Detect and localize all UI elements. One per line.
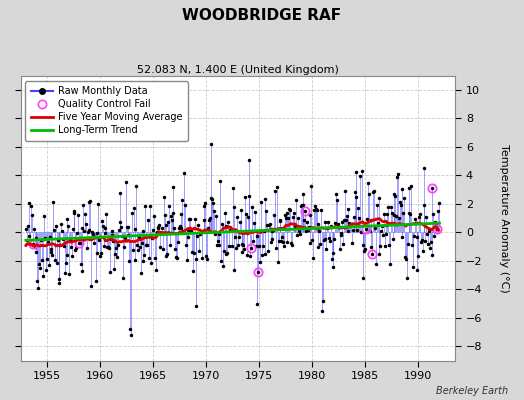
Text: WOODBRIDGE RAF: WOODBRIDGE RAF	[182, 8, 342, 23]
Text: Berkeley Earth: Berkeley Earth	[436, 386, 508, 396]
Y-axis label: Temperature Anomaly (°C): Temperature Anomaly (°C)	[499, 144, 509, 292]
Legend: Raw Monthly Data, Quality Control Fail, Five Year Moving Average, Long-Term Tren: Raw Monthly Data, Quality Control Fail, …	[26, 81, 188, 141]
Title: 52.083 N, 1.400 E (United Kingdom): 52.083 N, 1.400 E (United Kingdom)	[137, 65, 339, 75]
